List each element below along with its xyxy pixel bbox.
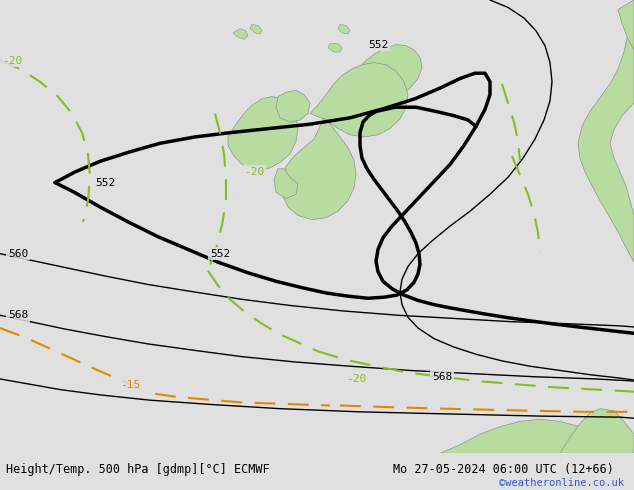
- Text: 552: 552: [95, 177, 115, 188]
- Text: ©weatheronline.co.uk: ©weatheronline.co.uk: [500, 478, 624, 489]
- Polygon shape: [440, 419, 634, 453]
- Polygon shape: [276, 90, 310, 122]
- Polygon shape: [618, 0, 634, 50]
- Polygon shape: [578, 0, 634, 262]
- Text: 552: 552: [368, 40, 388, 49]
- Text: -20: -20: [244, 167, 264, 177]
- Text: Mo 27-05-2024 06:00 UTC (12+66): Mo 27-05-2024 06:00 UTC (12+66): [393, 463, 614, 476]
- Polygon shape: [233, 28, 248, 39]
- Text: 560: 560: [8, 249, 29, 259]
- Text: 568: 568: [432, 372, 452, 382]
- Polygon shape: [310, 63, 408, 137]
- Polygon shape: [282, 118, 356, 220]
- Polygon shape: [328, 44, 342, 52]
- Polygon shape: [250, 24, 262, 34]
- Text: -20: -20: [346, 374, 366, 384]
- Text: -15: -15: [120, 380, 140, 391]
- Text: Height/Temp. 500 hPa [gdmp][°C] ECMWF: Height/Temp. 500 hPa [gdmp][°C] ECMWF: [6, 463, 270, 476]
- Polygon shape: [274, 169, 298, 198]
- Text: 568: 568: [8, 310, 29, 320]
- Polygon shape: [228, 97, 298, 169]
- Polygon shape: [338, 24, 350, 34]
- Text: 552: 552: [210, 249, 230, 259]
- Polygon shape: [560, 409, 634, 453]
- Text: -20: -20: [2, 55, 22, 66]
- Polygon shape: [350, 45, 422, 103]
